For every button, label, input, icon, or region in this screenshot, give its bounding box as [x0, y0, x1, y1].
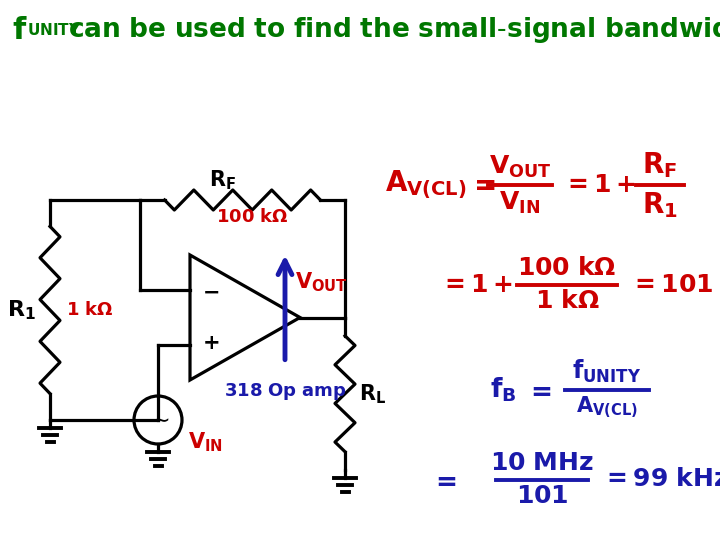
Text: $\mathbf{101}$: $\mathbf{101}$: [516, 485, 568, 508]
Text: $\mathbf{= 1 +}$: $\mathbf{= 1 +}$: [440, 273, 513, 296]
Text: $\mathbf{= 101}$: $\mathbf{= 101}$: [630, 273, 714, 296]
Text: $\mathbf{=}$: $\mathbf{=}$: [468, 172, 496, 199]
Text: $\mathbf{V_{OUT}}$: $\mathbf{V_{OUT}}$: [489, 154, 552, 180]
Text: $\mathbf{V_{IN}}$: $\mathbf{V_{IN}}$: [188, 430, 223, 454]
Text: $\mathbf{A_{V(CL)}}$: $\mathbf{A_{V(CL)}}$: [385, 168, 467, 202]
Text: $\mathbf{= 99\ kHz}$: $\mathbf{= 99\ kHz}$: [602, 469, 720, 491]
Text: $\mathbf{R_1}$: $\mathbf{R_1}$: [7, 298, 36, 322]
Text: $\mathbf{A_{V(CL)}}$: $\mathbf{A_{V(CL)}}$: [576, 395, 638, 421]
Text: $\mathbf{V_{OUT}}$: $\mathbf{V_{OUT}}$: [295, 271, 348, 294]
Text: $\mathbf{R_F}$: $\mathbf{R_F}$: [642, 150, 678, 180]
Text: $\mathbf{318\ Op\ amp}$: $\mathbf{318\ Op\ amp}$: [224, 381, 346, 402]
Text: $\mathbf{+}$: $\mathbf{+}$: [202, 333, 220, 353]
Text: $\mathbf{=}$: $\mathbf{=}$: [430, 468, 456, 492]
Text: $\mathbf{1\ k\Omega}$: $\mathbf{1\ k\Omega}$: [66, 301, 113, 319]
Text: $\mathbf{f}$: $\mathbf{f}$: [12, 15, 27, 46]
Text: $\mathbf{V_{IN}}$: $\mathbf{V_{IN}}$: [500, 190, 541, 216]
Text: $\mathbf{10\ MHz}$: $\mathbf{10\ MHz}$: [490, 452, 594, 475]
Text: $\mathbf{f_B}$: $\mathbf{f_B}$: [490, 376, 517, 404]
Text: $\mathbf{1\ k\Omega}$: $\mathbf{1\ k\Omega}$: [535, 290, 599, 313]
Text: $\mathbf{R_1}$: $\mathbf{R_1}$: [642, 190, 678, 220]
Text: $\mathbf{can\ be\ used\ to\ find\ the\ small\text{-}signal\ bandwidth.}$: $\mathbf{can\ be\ used\ to\ find\ the\ s…: [68, 15, 720, 45]
Text: $\sim$: $\sim$: [147, 410, 169, 430]
Text: $\mathbf{R_L}$: $\mathbf{R_L}$: [359, 382, 386, 406]
Text: $\mathbf{-}$: $\mathbf{-}$: [202, 282, 220, 302]
Text: $\mathbf{R_F}$: $\mathbf{R_F}$: [209, 168, 236, 192]
Text: $\mathbf{100\ k\Omega}$: $\mathbf{100\ k\Omega}$: [217, 208, 289, 226]
Text: $\mathbf{= 1 +}$: $\mathbf{= 1 +}$: [563, 173, 636, 197]
Text: $\mathbf{f_{UNITY}}$: $\mathbf{f_{UNITY}}$: [572, 358, 642, 385]
Text: $\mathbf{UNITY}$: $\mathbf{UNITY}$: [27, 22, 81, 38]
Text: $\mathbf{=}$: $\mathbf{=}$: [525, 377, 552, 402]
Text: $\mathbf{100\ k\Omega}$: $\mathbf{100\ k\Omega}$: [517, 257, 617, 280]
